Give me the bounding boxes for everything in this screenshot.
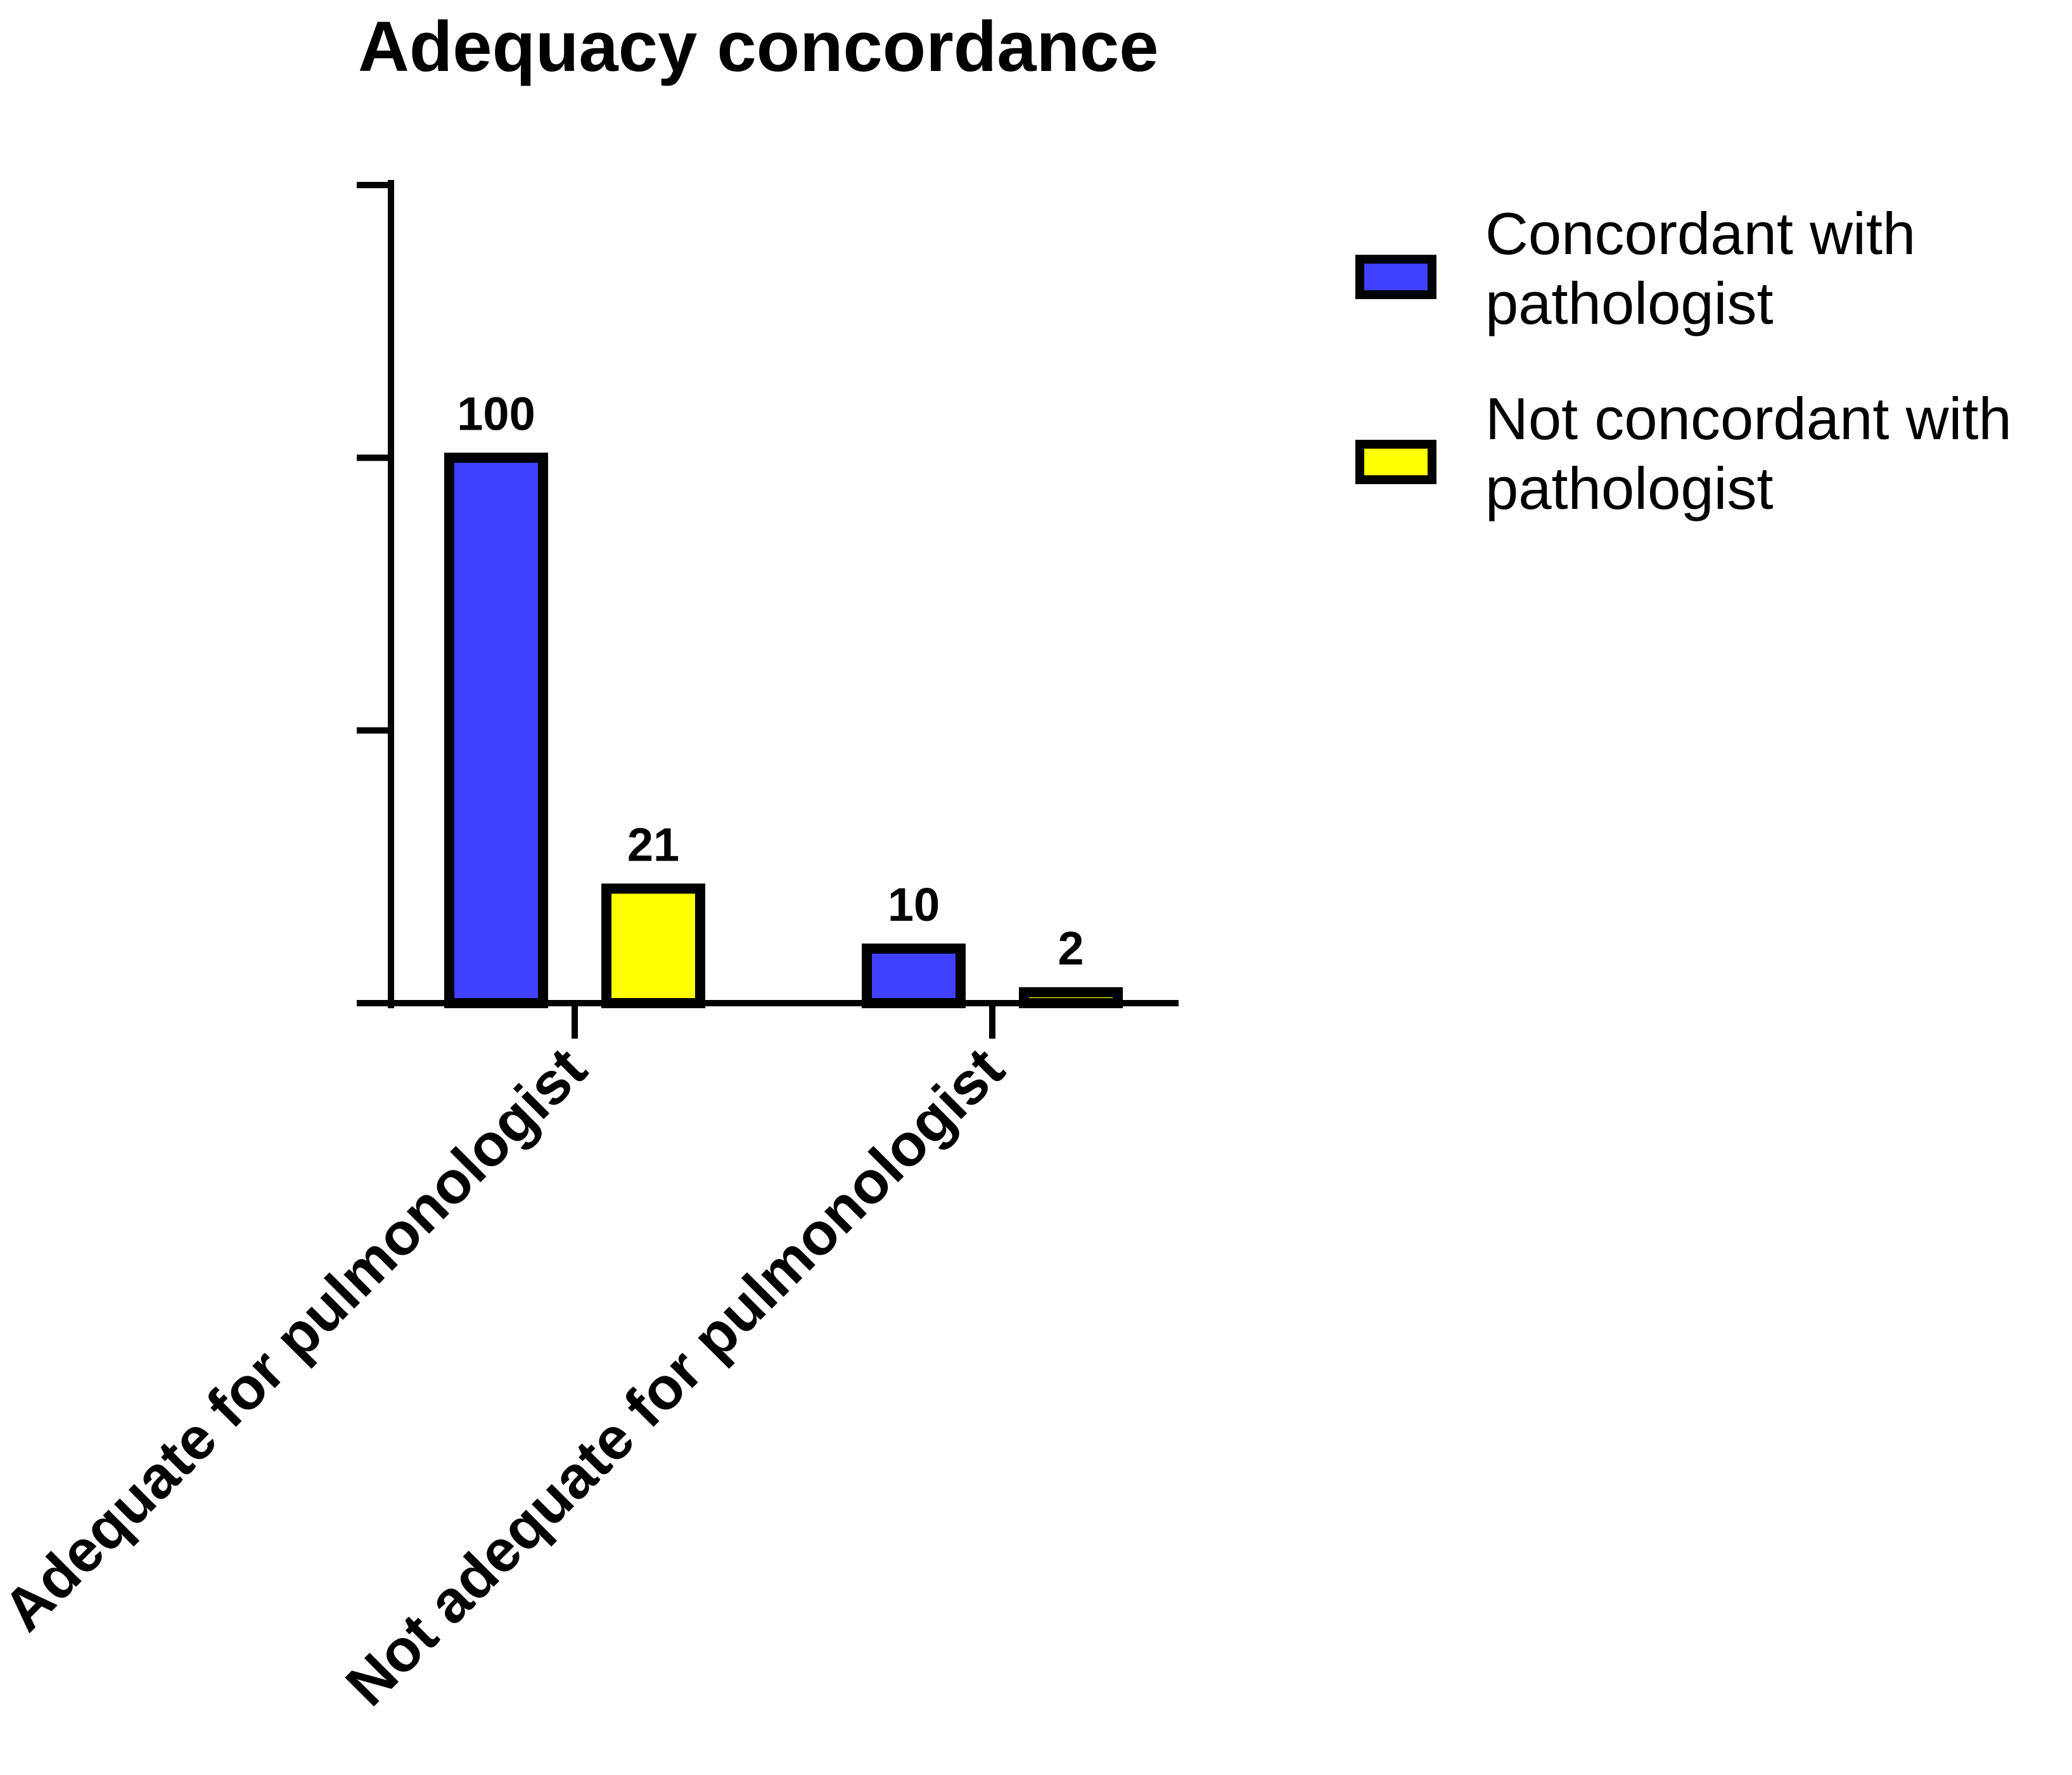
data-label: 10 (888, 878, 940, 931)
legend-label: Not concordant with pathologist (1485, 385, 2012, 522)
legend-label: Concordant with pathologist (1485, 200, 1915, 336)
data-label: 21 (627, 818, 679, 871)
bar-not-concordant (1019, 987, 1123, 1008)
data-labels: 100 21 10 2 (457, 387, 1084, 974)
bar-concordant (862, 943, 966, 1009)
legend-swatch (1355, 255, 1436, 299)
data-label: 100 (457, 387, 535, 440)
bar-concordant (444, 452, 548, 1008)
legend: Concordant with pathologist Not concordant… (1355, 200, 2012, 522)
category-label: Not adequate for pulmonologist (333, 1035, 1017, 1719)
bars (444, 452, 1123, 1009)
bar-not-concordant (601, 883, 705, 1009)
chart-title: Adequacy concordance (358, 7, 1159, 86)
data-label: 2 (1058, 922, 1084, 975)
legend-swatch (1355, 440, 1436, 484)
